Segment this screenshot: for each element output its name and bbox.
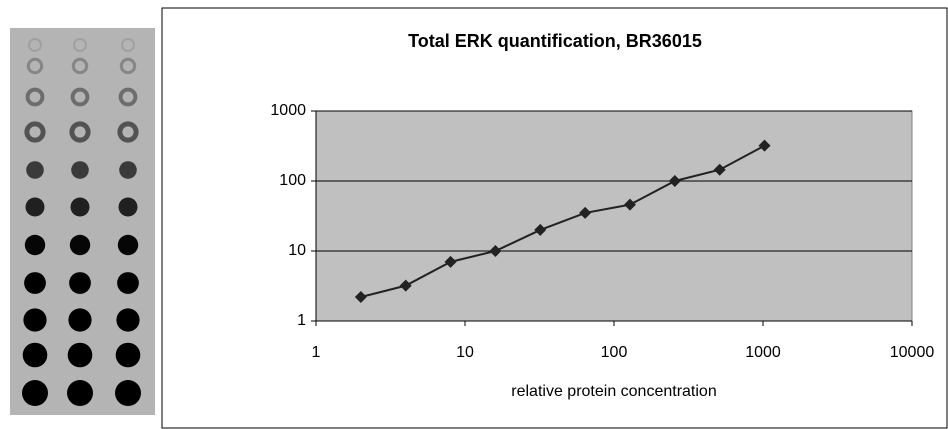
- blot-dot: [67, 342, 93, 368]
- blot-dot: [67, 380, 93, 406]
- y-tick-label: 100: [279, 172, 306, 189]
- blot-dot: [116, 308, 140, 332]
- blot-dot: [26, 57, 44, 75]
- blot-dot: [71, 57, 89, 75]
- data-point: [489, 245, 502, 257]
- blot-dot: [69, 234, 91, 256]
- data-point: [444, 255, 457, 268]
- data-point: [713, 163, 726, 176]
- blot-dot: [70, 87, 90, 107]
- blot-dot: [119, 57, 137, 75]
- blot-dot: [117, 121, 139, 143]
- y-tick-label: 10: [288, 242, 306, 259]
- blot-dot: [25, 197, 45, 217]
- blot-dot: [68, 308, 92, 332]
- blot-dot: [118, 87, 138, 107]
- y-tick-label: 1: [297, 312, 306, 329]
- blot-dot: [121, 38, 135, 52]
- x-tick-label: 1000: [745, 344, 781, 361]
- blot-dot: [28, 38, 42, 52]
- blot-dot: [22, 342, 48, 368]
- blot-dot: [24, 234, 46, 256]
- data-point: [579, 206, 592, 219]
- x-axis-label: relative protein concentration: [511, 383, 716, 400]
- data-point: [354, 291, 367, 304]
- x-tick-label: 10: [456, 344, 474, 361]
- blot-dot: [24, 121, 46, 143]
- blot-dot: [71, 161, 89, 179]
- data-point: [623, 198, 636, 211]
- blot-dot: [119, 161, 137, 179]
- blot-dot: [69, 272, 91, 294]
- blot-dot: [115, 342, 141, 368]
- x-tick-label: 100: [601, 344, 628, 361]
- blot-dot: [25, 87, 45, 107]
- blot-dot: [70, 197, 90, 217]
- blot-dot: [117, 234, 139, 256]
- blot-dot: [22, 380, 48, 406]
- data-point: [399, 279, 412, 292]
- data-point: [758, 139, 771, 152]
- blot-dot: [118, 197, 138, 217]
- data-point: [668, 175, 681, 187]
- blot-dot: [26, 161, 44, 179]
- blot-dot: [73, 38, 87, 52]
- data-point: [534, 223, 547, 236]
- x-tick-label: 10000: [890, 344, 935, 361]
- plot-area: [315, 110, 913, 322]
- blot-dot: [69, 121, 91, 143]
- blot-dot: [117, 272, 139, 294]
- x-tick-label: 1: [312, 344, 321, 361]
- data-line: [360, 144, 766, 298]
- blot-dot: [24, 272, 46, 294]
- chart-title: Total ERK quantification, BR36015: [408, 31, 702, 51]
- blot-dot: [23, 308, 47, 332]
- y-tick-label: 1000: [270, 102, 306, 119]
- dot-blot-image: [10, 28, 155, 415]
- blot-dot: [115, 380, 141, 406]
